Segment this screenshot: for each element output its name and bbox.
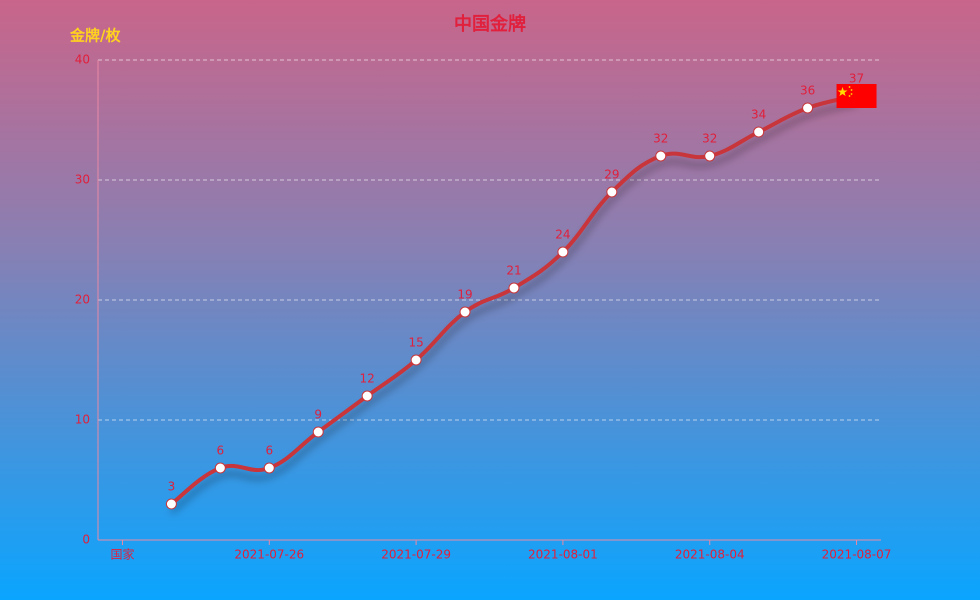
value-label: 12 [360,372,375,386]
y-tick-label: 10 [75,413,90,427]
y-axis-label: 金牌/枚 [69,27,121,45]
x-tick-label: 2021-08-04 [675,548,745,562]
flag-small-star [850,89,853,91]
y-tick-label: 20 [75,293,90,307]
chart-title: 中国金牌 [454,13,526,35]
x-tick-label: 2021-07-26 [234,548,304,562]
flag-star [837,87,848,96]
value-label: 6 [265,444,273,458]
value-label: 19 [457,288,472,302]
value-label: 34 [751,108,766,122]
point [410,354,422,366]
point [802,102,814,114]
value-label: 15 [408,336,423,350]
value-label: 32 [653,132,668,146]
point [557,246,569,258]
point [165,498,177,510]
point [263,462,275,474]
x-tick-label: 2021-07-29 [381,548,451,562]
y-tick-label: 30 [75,173,90,187]
point [312,426,324,438]
point [361,390,373,402]
value-label: 36 [800,84,815,98]
point [704,150,716,162]
value-label: 29 [604,168,619,182]
value-label: 3 [168,480,176,494]
point [655,150,667,162]
flag-small-star [848,95,851,97]
point [508,282,520,294]
y-tick-label: 0 [82,533,90,547]
flag-small-star [850,93,853,95]
flag [836,84,877,108]
value-label: 6 [217,444,225,458]
point [753,126,765,138]
value-label: 32 [702,132,717,146]
x-tick-label: 2021-08-01 [528,548,598,562]
y-tick-label: 40 [75,53,90,67]
x-tick-label: 国家 [110,547,134,562]
x-tick-label: 2021-08-07 [822,548,892,562]
value-label: 9 [314,408,322,422]
point [606,186,618,198]
value-label: 24 [555,228,570,242]
flag-small-star [848,86,851,88]
point [459,306,471,318]
flag-marker [836,84,877,108]
value-label: 21 [506,264,521,278]
point [214,462,226,474]
value-label: 37 [849,72,864,86]
